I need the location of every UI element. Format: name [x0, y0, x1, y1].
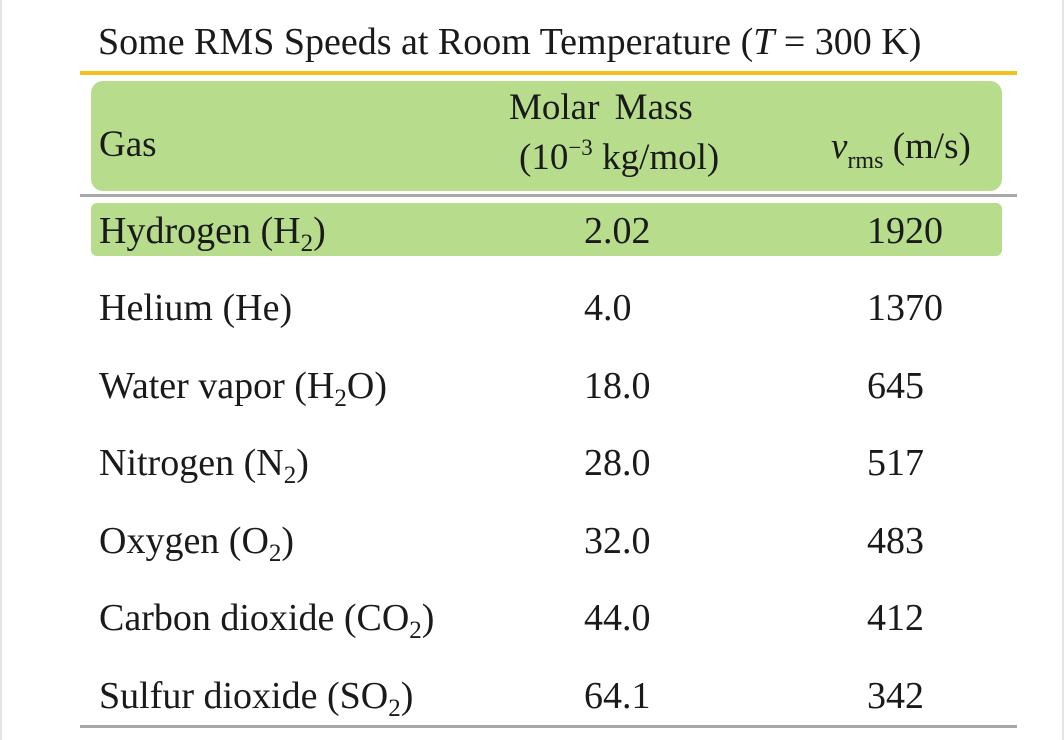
cell-vrms: 517: [867, 442, 924, 484]
header-divider: [80, 194, 1017, 197]
table-title: Some RMS Speeds at Room Temperature (T =…: [98, 20, 921, 64]
cell-gas-name: Sulfur dioxide (SO2): [99, 675, 414, 721]
cell-gas-name: Hydrogen (H2): [99, 210, 326, 256]
gas-name-suffix: ): [296, 442, 309, 484]
header-vrms-subscript: rms: [847, 148, 884, 174]
gas-name-suffix: ): [400, 675, 414, 717]
cell-molar-mass: 2.02: [584, 210, 651, 252]
header-molar-mass-unit: (10−3 kg/mol): [519, 136, 719, 179]
cell-molar-mass: 64.1: [584, 675, 651, 717]
header-molar-mass: Molar Mass: [509, 87, 693, 128]
header-vrms-symbol: v: [831, 126, 848, 167]
cell-molar-mass: 18.0: [584, 365, 651, 407]
header-band: [91, 81, 1002, 191]
gas-formula-subscript: 2: [334, 385, 347, 412]
gas-name-suffix: ): [281, 520, 295, 562]
gas-name-suffix: O): [346, 365, 387, 407]
cell-molar-mass: 44.0: [584, 597, 651, 639]
cell-gas-name: Helium (He): [99, 289, 292, 327]
bottom-divider: [80, 725, 1017, 728]
gas-name-text: Water vapor (H: [99, 365, 335, 407]
header-vrms-unit: (m/s): [883, 126, 971, 167]
title-underline: [80, 71, 1017, 75]
cell-molar-mass: 32.0: [584, 520, 651, 562]
gas-name-text: Oxygen (O: [99, 520, 269, 562]
cell-molar-mass: 4.0: [584, 287, 632, 329]
gas-name-text: Helium (He): [99, 287, 293, 329]
gas-name-text: Sulfur dioxide (SO: [99, 675, 389, 717]
header-molar-unit-b: kg/mol): [592, 137, 720, 178]
cell-vrms: 1370: [867, 287, 943, 329]
cell-vrms: 1920: [867, 210, 943, 252]
gas-formula-subscript: 2: [268, 540, 282, 567]
title-prefix: Some RMS Speeds at Room Temperature (: [98, 21, 754, 63]
header-gas: Gas: [99, 124, 157, 165]
highlighted-row-background: [91, 203, 1002, 256]
cell-vrms: 645: [867, 365, 924, 407]
header-molar-unit-a: (10: [519, 137, 569, 178]
cell-molar-mass: 28.0: [584, 442, 651, 484]
cell-vrms: 412: [867, 597, 924, 639]
title-suffix: = 300 K): [774, 21, 922, 63]
gas-formula-subscript: 2: [283, 462, 297, 489]
gas-formula-subscript: 2: [409, 617, 422, 644]
cell-gas-name: Carbon dioxide (CO2): [99, 597, 435, 643]
gas-name-text: Carbon dioxide (CO: [99, 597, 410, 639]
cell-gas-name: Water vapor (H2O): [99, 365, 387, 411]
gas-name-suffix: ): [313, 210, 326, 252]
cell-gas-name: Nitrogen (N2): [99, 442, 309, 488]
cell-vrms: 342: [867, 675, 924, 717]
header-molar-unit-exponent: −3: [568, 135, 593, 160]
gas-formula-subscript: 2: [388, 695, 401, 722]
title-temperature-symbol: T: [753, 21, 775, 63]
gas-name-text: Hydrogen (H: [99, 210, 301, 252]
header-vrms: vrms (m/s): [831, 125, 971, 173]
gas-name-suffix: ): [421, 597, 435, 639]
cell-gas-name: Oxygen (O2): [99, 520, 295, 566]
gas-name-text: Nitrogen (N: [99, 442, 284, 484]
cell-vrms: 483: [867, 520, 924, 562]
gas-formula-subscript: 2: [300, 230, 314, 257]
